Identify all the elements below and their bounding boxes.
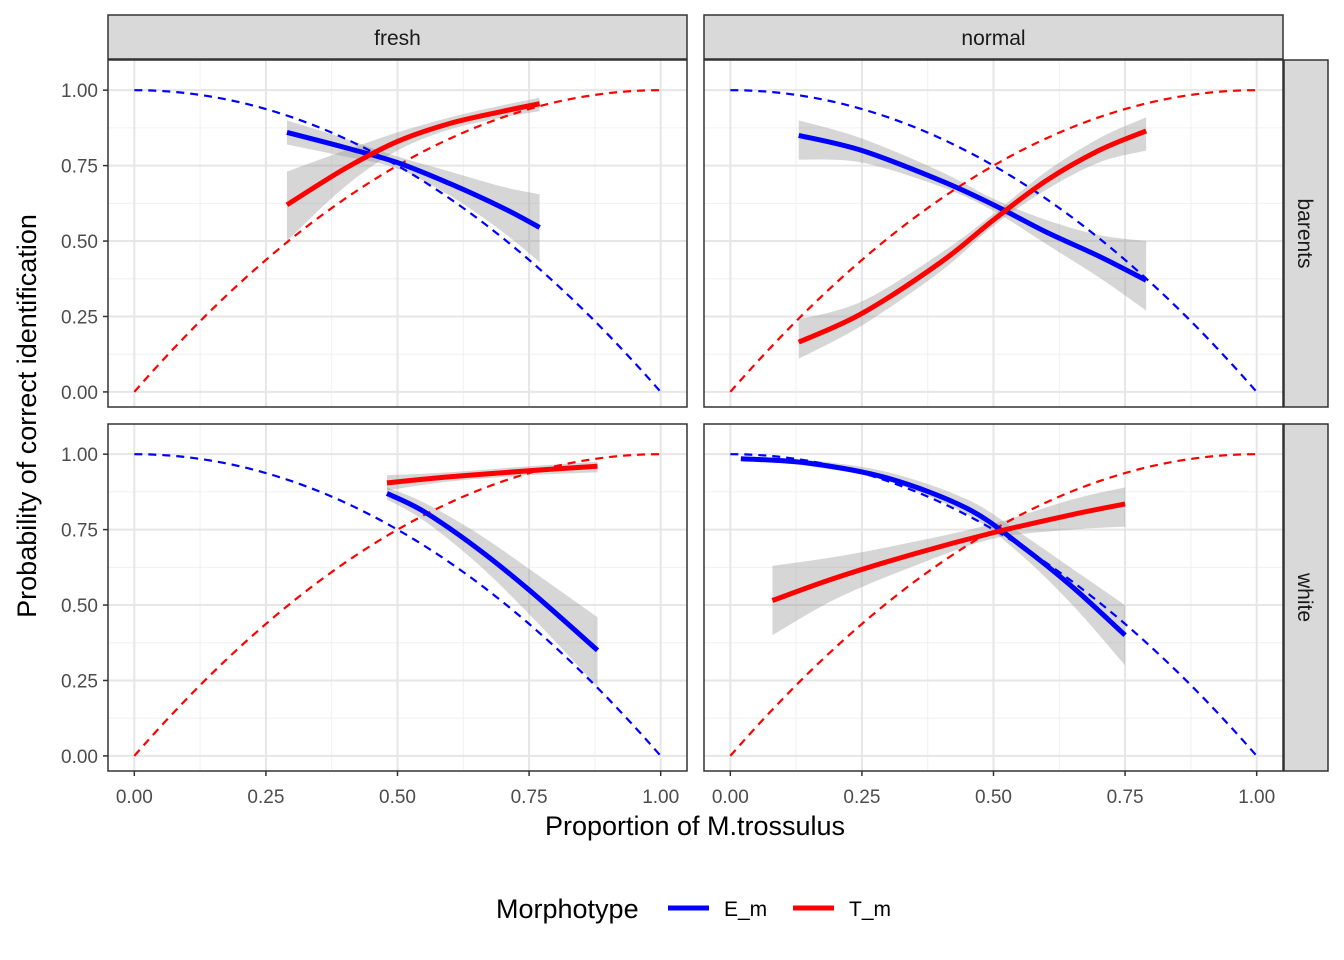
y-tick-label: 0.25	[61, 671, 98, 692]
panel-border	[107, 59, 688, 408]
strip-barents	[1283, 59, 1329, 408]
y-axis-title: Probability of correct identification	[12, 214, 42, 618]
panel-normal-white	[703, 423, 1284, 772]
reference-curve-t-m	[729, 453, 1257, 757]
reference-curve-t-m	[729, 89, 1257, 393]
x-tick-label: 0.75	[1107, 787, 1144, 808]
x-tick-label: 0.25	[843, 787, 880, 808]
x-tick-label: 0.25	[247, 787, 284, 808]
panel-normal-barents	[703, 59, 1284, 408]
legend: Morphotype E_m T_m	[496, 894, 891, 924]
x-tick-label: 0.00	[116, 787, 153, 808]
x-tick-label: 0.50	[379, 787, 416, 808]
ci-band-e-m	[386, 487, 598, 687]
fit-line-t-m	[771, 501, 1126, 603]
legend-label-t-m: T_m	[849, 898, 891, 921]
fit-line-t-m	[386, 463, 598, 486]
strip-white	[1283, 423, 1329, 772]
ci-band-e-m	[286, 120, 540, 263]
ci-band-e-m	[798, 120, 1147, 311]
reference-curve-e-m	[134, 89, 662, 393]
y-tick-label: 0.25	[61, 307, 98, 328]
fit-line-e-m	[740, 456, 1127, 638]
fit-line-t-m	[797, 128, 1148, 345]
y-tick-label: 0.00	[61, 383, 98, 404]
x-tick-label: 1.00	[1238, 787, 1275, 808]
reference-curve-t-m	[133, 453, 661, 757]
legend-title: Morphotype	[496, 894, 639, 924]
strip-label-fresh: fresh	[374, 27, 421, 50]
ci-band-e-m	[740, 457, 1126, 666]
reference-curve-e-m	[134, 453, 662, 757]
x-tick-label: 0.00	[712, 787, 749, 808]
x-tick-label: 0.75	[511, 787, 548, 808]
strip-fresh	[107, 14, 688, 60]
fit-line-t-m	[285, 101, 541, 207]
x-tick-label: 0.50	[975, 787, 1012, 808]
reference-curve-t-m	[133, 89, 661, 393]
legend-label-e-m: E_m	[724, 898, 767, 921]
strip-label-white: white	[1293, 572, 1316, 622]
strip-label-normal: normal	[961, 27, 1025, 50]
panels-layer	[107, 59, 1284, 772]
y-tick-label: 0.50	[61, 596, 98, 617]
reference-curve-e-m	[730, 89, 1258, 393]
fit-line-e-m	[385, 491, 600, 653]
ci-band-t-m	[286, 97, 540, 242]
y-tick-label: 0.50	[61, 232, 98, 253]
strips-layer: fresh normal barents white	[107, 14, 1329, 772]
axes-layer: 0.00 0.25 0.50 0.75 1.00 0.00 0.25 0.50 0.75 1.00…	[61, 81, 1275, 808]
x-tick-label: 1.00	[642, 787, 679, 808]
strip-label-barents: barents	[1293, 198, 1316, 268]
y-tick-label: 1.00	[61, 81, 98, 102]
fit-line-e-m	[286, 130, 541, 230]
x-axis-title: Proportion of M.trossulus	[545, 811, 845, 841]
panel-border	[703, 59, 1284, 408]
y-tick-label: 0.75	[61, 521, 98, 542]
fit-line-e-m	[798, 132, 1148, 283]
strip-normal	[703, 14, 1284, 60]
panel-fresh-white	[107, 423, 688, 772]
y-tick-label: 0.75	[61, 157, 98, 178]
panel-fresh-barents	[107, 59, 688, 408]
y-tick-label: 0.00	[61, 747, 98, 768]
y-tick-label: 1.00	[61, 445, 98, 466]
